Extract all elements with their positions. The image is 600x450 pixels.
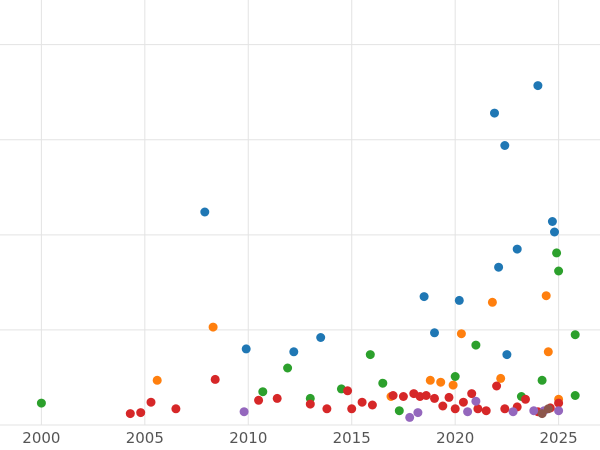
data-point-series-blue (419, 292, 429, 302)
data-point-series-green (537, 375, 547, 385)
data-point-series-red (305, 399, 315, 409)
data-point-series-red (444, 392, 454, 402)
data-point-series-red (254, 395, 264, 405)
data-point-series-orange (487, 297, 497, 307)
data-point-series-orange (436, 377, 446, 387)
data-point-series-red (467, 389, 477, 399)
data-point-series-red (473, 404, 483, 414)
data-point-series-orange (543, 347, 553, 357)
data-point-series-purple (405, 412, 415, 422)
data-point-series-blue (500, 141, 510, 150)
data-point-series-purple (508, 407, 518, 417)
data-point-series-purple (471, 396, 481, 406)
data-point-series-green (365, 350, 375, 360)
data-point-series-purple (239, 407, 249, 417)
data-point-series-red (492, 381, 502, 391)
data-point-series-purple (463, 407, 473, 417)
data-point-series-orange (456, 329, 466, 339)
data-point-series-red (357, 397, 367, 407)
data-point-series-blue (550, 227, 559, 237)
x-tick-label: 2000 (22, 429, 60, 447)
data-point-series-green (378, 378, 388, 388)
data-point-series-brown (543, 404, 553, 414)
data-point-series-orange (541, 291, 551, 301)
data-point-series-green (283, 363, 293, 373)
data-point-series-red (146, 397, 156, 407)
data-point-series-green (570, 330, 580, 340)
data-point-series-purple (529, 406, 539, 416)
grid-lines (0, 0, 600, 426)
data-point-series-green (570, 391, 580, 400)
data-point-series-red (450, 404, 460, 414)
data-point-series-orange (448, 380, 458, 390)
data-point-series-blue (547, 217, 557, 226)
data-point-series-red (438, 401, 448, 411)
x-tick-label: 2025 (540, 429, 578, 447)
data-point-series-red (481, 406, 491, 416)
data-point-series-red (322, 404, 332, 414)
data-point-series-green (554, 266, 564, 276)
data-point-series-orange (208, 322, 218, 332)
data-point-series-green (258, 387, 268, 397)
data-point-series-red (554, 398, 564, 408)
data-point-series-orange (496, 373, 506, 383)
data-point-series-red (388, 391, 398, 400)
data-point-series-red (367, 400, 377, 410)
data-point-series-purple (413, 408, 423, 418)
data-point-series-blue (241, 344, 251, 354)
data-points (36, 81, 580, 422)
data-point-series-red (500, 404, 510, 414)
data-point-series-green (471, 340, 481, 350)
data-point-series-blue (454, 295, 464, 305)
data-point-series-green (552, 248, 562, 258)
data-point-series-blue (512, 244, 522, 254)
data-point-series-purple (554, 406, 564, 416)
data-point-series-red (521, 394, 530, 404)
data-point-series-red (171, 404, 181, 414)
data-point-series-red (272, 393, 282, 403)
data-point-series-green (394, 406, 404, 416)
data-point-series-blue (490, 108, 499, 118)
x-tick-label: 2020 (436, 429, 474, 447)
data-point-series-red (347, 404, 357, 414)
data-point-series-red (136, 408, 146, 418)
x-tick-label: 2015 (333, 429, 371, 447)
data-point-series-brown (537, 409, 547, 419)
data-point-series-blue (316, 333, 326, 342)
data-point-series-green (36, 398, 46, 408)
data-point-series-blue (200, 207, 210, 217)
x-tick-label: 2010 (229, 429, 267, 447)
data-point-series-blue (430, 328, 439, 338)
data-point-series-blue (502, 350, 512, 360)
data-point-series-red (421, 391, 431, 400)
data-point-series-green (450, 372, 460, 381)
data-point-series-red (125, 409, 135, 419)
x-axis-tick-labels: 2000 2005 2010 2015 2020 2025 (22, 429, 577, 447)
data-point-series-blue (533, 81, 543, 91)
x-tick-label: 2005 (126, 429, 164, 447)
data-point-series-blue (494, 262, 504, 272)
data-point-series-orange (425, 375, 435, 385)
data-point-series-red (343, 386, 353, 396)
data-point-series-red (458, 397, 468, 407)
data-point-series-red (430, 393, 439, 403)
data-point-series-orange (152, 375, 162, 385)
data-point-series-blue (289, 347, 299, 357)
data-point-series-red (398, 392, 408, 401)
data-point-series-red (210, 374, 220, 384)
